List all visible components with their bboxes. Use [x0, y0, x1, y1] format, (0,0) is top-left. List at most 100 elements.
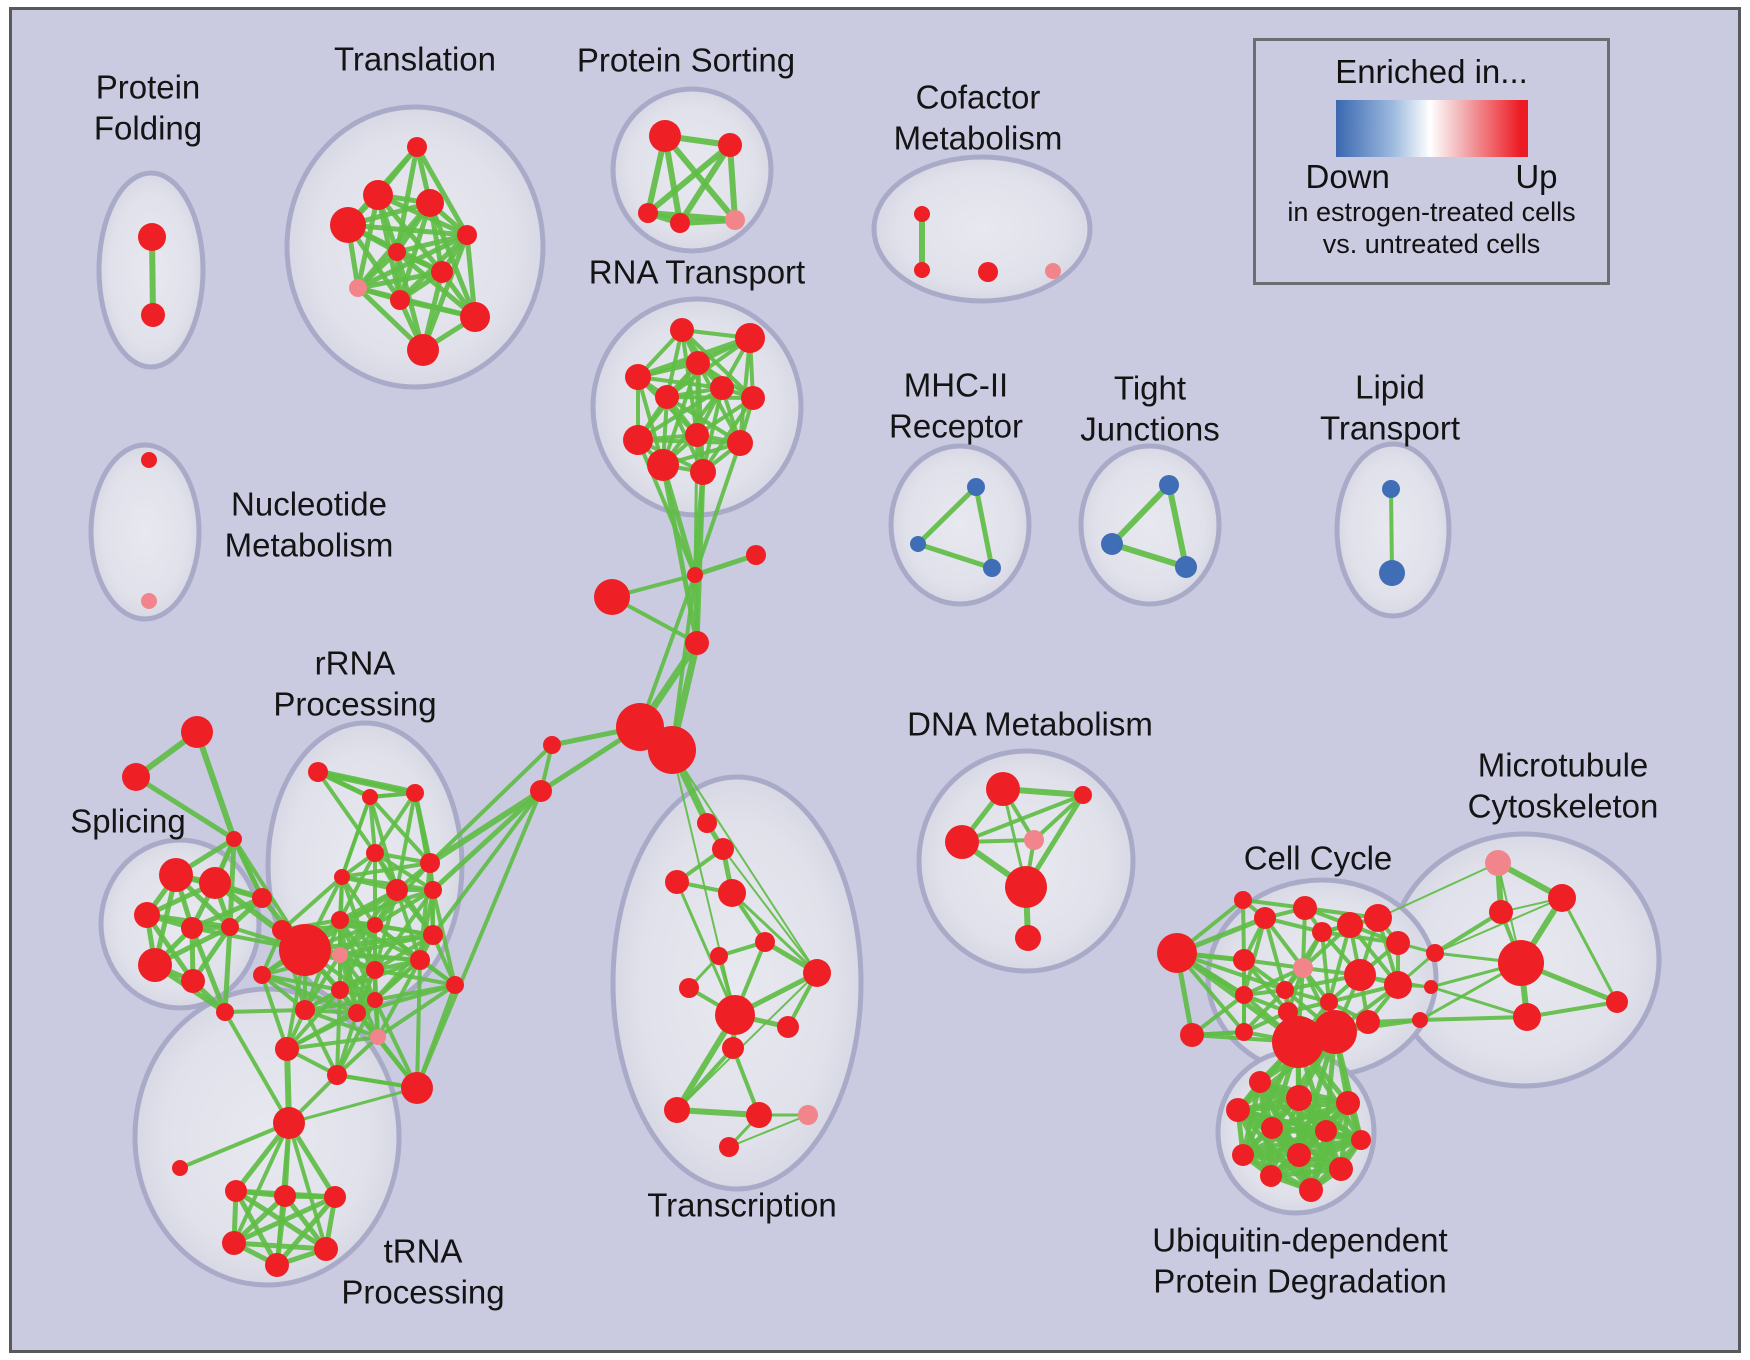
node-cc7 [1364, 904, 1392, 932]
node-sp5 [221, 918, 239, 936]
edge-tn4-tn5 [231, 1194, 338, 1246]
node-x6 [710, 947, 728, 965]
node-k2 [1424, 980, 1438, 994]
node-tn1 [172, 1160, 188, 1176]
cluster-ellipse-nucleotide-metabolism [88, 442, 202, 622]
edge-lp1-lp2 [1389, 487, 1394, 575]
node-ps5 [725, 210, 745, 230]
node-b2 [648, 726, 696, 774]
node-sb [122, 763, 150, 791]
node-lp2 [1379, 560, 1405, 586]
node-tj1 [1159, 475, 1179, 495]
node-ps4 [670, 213, 690, 233]
node-rr8 [424, 881, 442, 899]
node-tn0 [273, 1107, 305, 1139]
node-rr6 [334, 869, 350, 885]
node-t5 [457, 225, 477, 245]
edge-rr17-rr23 [335, 998, 377, 1077]
node-cf1 [914, 206, 930, 222]
edge-r6-r12 [701, 386, 724, 474]
edge-tn0-tn5 [232, 1121, 291, 1245]
node-rr15 [331, 981, 349, 999]
edge-rr4-rr10 [338, 851, 377, 922]
edge-rr19-rr20 [376, 983, 457, 1039]
edge-sp10-tn0 [223, 1010, 291, 1125]
node-m2 [910, 536, 926, 552]
edge-rr18-rr25 [355, 958, 422, 1015]
label-layer: Translation Protein Folding Protein Sorting… [70, 41, 1658, 1311]
cluster-label-ubiquitin-line2: Protein Degradation [1153, 1263, 1447, 1300]
node-pf2 [141, 303, 165, 327]
edge-r7-r12 [701, 396, 755, 474]
node-cc8 [1386, 931, 1410, 955]
edge-d2-d4 [1032, 793, 1085, 842]
edge-rr24-rr25 [355, 1011, 419, 1090]
edge-tj1-tj3 [1166, 482, 1189, 570]
node-cc19 [1272, 1016, 1324, 1068]
node-rr17 [367, 992, 383, 1008]
node-m1 [967, 478, 985, 496]
node-x8 [679, 978, 699, 998]
node-r6 [710, 376, 734, 400]
node-rr7 [386, 879, 408, 901]
cluster-label-trna-processing-line1: tRNA [384, 1233, 463, 1270]
node-x4 [718, 879, 746, 907]
edge-rr14-rr15 [260, 973, 342, 992]
cluster-label-rrna-processing-line2: Processing [273, 686, 436, 723]
node-r7 [741, 386, 765, 410]
node-rr23 [327, 1065, 347, 1085]
cluster-label-rna-transport: RNA Transport [589, 254, 805, 291]
node-sp4 [181, 917, 203, 939]
node-x10 [777, 1016, 799, 1038]
edge-x4-x7 [730, 891, 819, 975]
edge-rr16-rr20 [303, 1008, 380, 1039]
node-rr25 [348, 1004, 366, 1022]
legend-gradient-bar [1335, 100, 1528, 157]
cluster-ellipse-mhc-ii-receptor [888, 443, 1032, 607]
node-sp1 [159, 858, 193, 892]
cluster-label-protein-sorting: Protein Sorting [577, 42, 795, 79]
edge-x3-x9 [675, 880, 737, 1017]
edge-rr2-rr6 [340, 795, 372, 879]
node-cc5 [1312, 922, 1332, 942]
node-cc16 [1320, 993, 1338, 1011]
node-lp1 [1382, 480, 1400, 498]
node-rr5 [420, 853, 440, 873]
edge-h1-b2 [670, 573, 697, 752]
node-x15 [719, 1137, 739, 1157]
edge-rr17-rr24 [373, 998, 419, 1090]
node-rr1 [308, 762, 328, 782]
edge-mc5-mc6 [1525, 1000, 1619, 1019]
node-cf3 [978, 262, 998, 282]
node-u4 [1226, 1098, 1250, 1122]
node-rr22 [275, 1037, 299, 1061]
edge-x7-x12 [676, 972, 818, 1111]
node-d6 [1015, 925, 1041, 951]
edge-t4-t5 [345, 222, 470, 238]
node-cf4 [1045, 263, 1061, 279]
edge-cc5-cc16 [1320, 930, 1331, 1004]
node-h1 [687, 567, 703, 583]
cluster-label-lipid-transport-line2: Transport [1320, 410, 1460, 447]
node-t1 [407, 137, 427, 157]
cluster-label-cofactor-metabolism-line2: Metabolism [894, 120, 1063, 157]
node-r4 [625, 364, 651, 390]
edge-rr6-rr11 [340, 875, 377, 927]
edge-rr4-rr8 [373, 851, 435, 892]
node-r11 [647, 449, 679, 481]
edge-k1-mc2 [1434, 897, 1563, 954]
node-k3 [1412, 1012, 1428, 1028]
node-x11 [722, 1037, 744, 1059]
cluster-label-tight-junctions-line1: Tight [1114, 370, 1186, 407]
node-tn4 [324, 1186, 346, 1208]
cluster-label-mhc-ii-receptor-line1: MHC-II [904, 367, 1008, 404]
node-u9 [1287, 1143, 1311, 1167]
node-x7 [803, 959, 831, 987]
cluster-label-lipid-transport-line1: Lipid [1355, 369, 1425, 406]
edge-ps2-ps4 [677, 142, 733, 226]
node-tn6 [314, 1237, 338, 1261]
node-cc2 [1234, 891, 1252, 909]
cluster-label-protein-folding-line1: Protein [96, 69, 201, 106]
edge-sp4-sp8 [189, 895, 265, 931]
